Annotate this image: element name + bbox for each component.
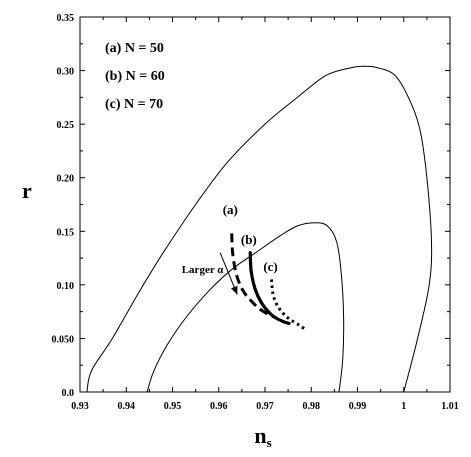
legend-item-b: (b) N = 60 — [105, 69, 165, 84]
y-tick-label: 0.20 — [57, 174, 75, 185]
series-line-a — [230, 233, 278, 320]
y-tick-label: 0.15 — [57, 227, 75, 238]
y-tick-label: 0.0 — [62, 388, 75, 399]
annotation-4: Larger α — [182, 264, 225, 276]
contour-1 — [86, 65, 433, 393]
x-axis-title: ns — [254, 423, 271, 450]
legend-item-a: (a) N = 50 — [105, 41, 164, 56]
x-tick-label: 1.01 — [441, 401, 459, 412]
annotations: (a)(b) (c) Larger α — [182, 202, 278, 295]
legend: (a) N = 50 (b) N = 60 (c) N = 70 — [105, 41, 165, 112]
y-axis-title: r — [22, 178, 32, 203]
x-axis-title-main: n — [254, 423, 266, 448]
x-tick-label: 0.98 — [303, 401, 321, 412]
x-tick-label: 0.97 — [256, 401, 274, 412]
x-tick-label: 0.94 — [118, 401, 136, 412]
annotation-3: (c) — [263, 259, 277, 274]
legend-item-c: (c) N = 70 — [105, 97, 163, 112]
y-tick-label: 0.10 — [57, 281, 75, 292]
y-tick-label: 0.25 — [57, 120, 75, 131]
annotation-1: (a) — [223, 202, 238, 217]
y-tick-label: 0.35 — [57, 13, 75, 24]
y-tick-label: 0.30 — [57, 67, 75, 78]
x-axis-title-subscript: s — [267, 435, 272, 450]
arrow-head — [231, 285, 238, 295]
x-tick-label: 0.93 — [71, 401, 89, 412]
annotation-2: (b) — [241, 232, 257, 247]
confidence-contours — [86, 65, 433, 393]
series-lines — [230, 233, 306, 331]
axis-ticks: 0.93 0.94 0.95 0.96 0.97 0.98 0.99 1 1.01 0.0 0.05… — [52, 13, 459, 412]
series-line-b — [248, 251, 291, 325]
x-tick-label: 0.95 — [164, 401, 182, 412]
x-tick-label: 0.99 — [349, 401, 367, 412]
x-tick-label: 1 — [401, 401, 406, 412]
contour-2 — [146, 222, 345, 393]
y-tick-label: 0.050 — [52, 334, 75, 345]
series-line-c — [270, 279, 306, 331]
x-tick-label: 0.96 — [210, 401, 228, 412]
